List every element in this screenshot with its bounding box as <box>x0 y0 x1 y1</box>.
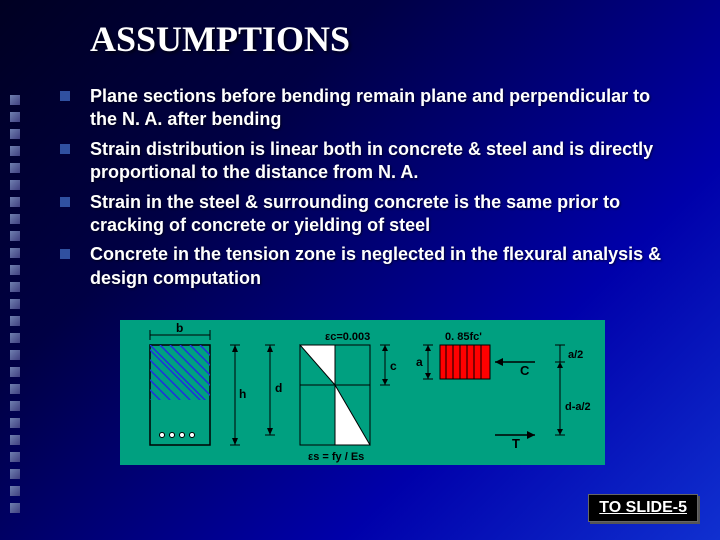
bullet-text: Concrete in the tension zone is neglecte… <box>90 243 680 290</box>
bullet-item: Strain in the steel & surrounding concre… <box>60 191 680 238</box>
bullet-text: Strain in the steel & surrounding concre… <box>90 191 680 238</box>
label-T: T <box>512 436 520 451</box>
bullet-text: Plane sections before bending remain pla… <box>90 85 680 132</box>
to-slide-5-button[interactable]: TO SLIDE-5 <box>588 494 698 522</box>
label-h: h <box>239 387 246 401</box>
label-fc: 0. 85fc' <box>445 331 482 343</box>
label-c: c <box>390 359 397 373</box>
label-ec: εc=0.003 <box>325 331 370 343</box>
label-da2: d-a/2 <box>565 401 591 413</box>
bullet-list: Plane sections before bending remain pla… <box>60 85 680 296</box>
bullet-icon <box>60 249 70 259</box>
label-d: d <box>275 381 282 395</box>
bullet-icon <box>60 197 70 207</box>
label-es: εs = fy / Es <box>308 451 364 463</box>
bullet-icon <box>60 91 70 101</box>
label-a2: a/2 <box>568 349 583 361</box>
bullet-item: Concrete in the tension zone is neglecte… <box>60 243 680 290</box>
bullet-icon <box>60 144 70 154</box>
bullet-item: Strain distribution is linear both in co… <box>60 138 680 185</box>
label-a: a <box>416 355 423 369</box>
beam-diagram: b h d εc=0.003 εs = fy / Es c 0. 85fc' <box>120 320 605 465</box>
label-b: b <box>176 321 183 335</box>
decorative-side-squares <box>10 95 22 520</box>
slide-title: ASSUMPTIONS <box>90 18 350 60</box>
bullet-item: Plane sections before bending remain pla… <box>60 85 680 132</box>
bullet-text: Strain distribution is linear both in co… <box>90 138 680 185</box>
label-C: C <box>520 363 530 378</box>
